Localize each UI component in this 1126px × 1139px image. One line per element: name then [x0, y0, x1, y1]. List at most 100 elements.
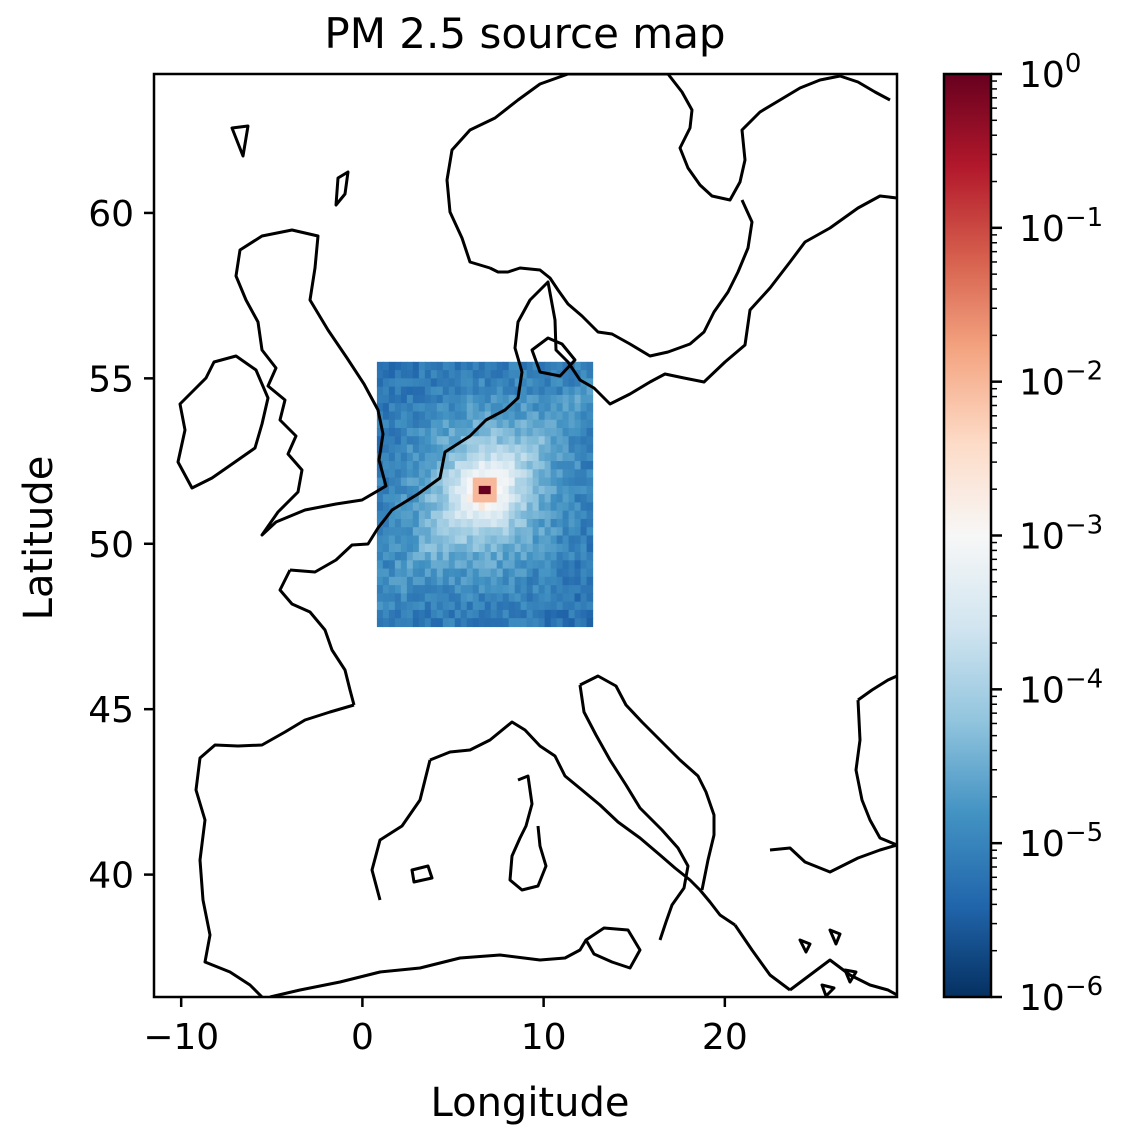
- heatmap-cell: [580, 510, 588, 520]
- heatmap-cell: [580, 469, 588, 479]
- heatmap-cell: [568, 444, 576, 454]
- heatmap-cell: [562, 518, 570, 528]
- coastline-sicily: [584, 926, 642, 970]
- heatmap-cell: [586, 419, 594, 429]
- heatmap-cell: [496, 593, 504, 603]
- heatmap-cell: [394, 593, 402, 603]
- heatmap-cell: [568, 510, 576, 520]
- heatmap-cell: [394, 419, 402, 429]
- heatmap-cell: [538, 378, 546, 388]
- heatmap-cell: [406, 419, 414, 429]
- heatmap-cell: [424, 394, 432, 404]
- heatmap-cell: [400, 370, 408, 379]
- heatmap-cell: [502, 601, 510, 611]
- heatmap-cell: [580, 411, 588, 421]
- heatmap-cell: [508, 568, 516, 578]
- heatmap-cell: [514, 510, 522, 520]
- heatmap-cell: [580, 361, 588, 371]
- heatmap-cell: [424, 585, 432, 594]
- heatmap-cell: [400, 560, 408, 570]
- heatmap-cell: [550, 609, 558, 619]
- heatmap-cell: [442, 609, 450, 619]
- heatmap-cell: [472, 543, 480, 553]
- heatmap-cell: [430, 485, 438, 495]
- heatmap-cell: [454, 618, 462, 628]
- heatmap-cell: [496, 411, 504, 421]
- heatmap-cell: [406, 461, 414, 470]
- heatmap-cell: [382, 568, 390, 578]
- heatmap-cell: [448, 403, 456, 413]
- heatmap-cell: [586, 485, 594, 495]
- heatmap-cell: [382, 378, 390, 388]
- heatmap-cell: [580, 593, 588, 603]
- colorbar-tick-label: 10−4: [1019, 664, 1103, 711]
- heatmap-cell: [478, 436, 486, 446]
- heatmap-cell: [442, 510, 450, 520]
- heatmap-cell: [568, 411, 576, 421]
- heatmap-cell: [454, 411, 462, 421]
- heatmap-cell: [538, 477, 546, 487]
- heatmap-cell: [526, 585, 534, 594]
- heatmap-cell: [550, 361, 558, 371]
- heatmap-cell: [478, 543, 486, 553]
- heatmap-cell: [550, 618, 558, 628]
- heatmap-cell: [586, 370, 594, 379]
- heatmap-cell: [550, 601, 558, 611]
- heatmap-cell: [562, 452, 570, 462]
- heatmap-cell: [526, 403, 534, 413]
- heatmap-cell: [472, 518, 480, 528]
- coastline-med-north: [429, 674, 736, 927]
- heatmap-cell: [406, 518, 414, 528]
- heatmap-cell: [442, 444, 450, 454]
- coastline-france-west: [278, 569, 356, 706]
- heatmap-cell: [376, 370, 384, 379]
- heatmap-cell: [574, 568, 582, 578]
- heatmap-cell: [520, 609, 528, 619]
- heatmap-cell: [442, 411, 450, 421]
- heatmap-cell: [586, 461, 594, 470]
- heatmap-cell: [406, 502, 414, 512]
- heatmap-cell: [556, 543, 564, 553]
- heatmap-cell: [460, 518, 468, 528]
- x-tick-label: 0: [351, 1017, 374, 1058]
- heatmap-cell: [400, 576, 408, 586]
- heatmap-cell: [562, 527, 570, 537]
- heatmap-cell: [502, 469, 510, 479]
- heatmap-cell: [586, 436, 594, 446]
- heatmap-cell: [538, 461, 546, 470]
- heatmap-cell: [508, 593, 516, 603]
- heatmap-cell: [406, 535, 414, 545]
- heatmap-cell: [388, 494, 396, 504]
- heatmap-cell: [496, 436, 504, 446]
- heatmap-cell: [442, 576, 450, 586]
- heatmap-cell: [406, 411, 414, 421]
- heatmap-cell: [400, 461, 408, 470]
- heatmap-cell: [568, 386, 576, 396]
- heatmap-cell: [394, 469, 402, 479]
- heatmap-cell: [454, 576, 462, 586]
- heatmap-cell: [400, 361, 408, 371]
- heatmap-cell: [508, 494, 516, 504]
- heatmap-cell: [586, 361, 594, 371]
- heatmap-cell: [568, 452, 576, 462]
- heatmap-cell: [412, 527, 420, 537]
- heatmap-cell: [382, 494, 390, 504]
- heatmap-cell: [574, 394, 582, 404]
- heatmap-cell: [556, 436, 564, 446]
- heatmap-cell: [490, 361, 498, 371]
- heatmap-cell: [418, 427, 426, 437]
- heatmap-cell: [520, 485, 528, 495]
- heatmap-cell: [574, 403, 582, 413]
- heatmap-cell: [430, 386, 438, 396]
- heatmap-cell: [586, 601, 594, 611]
- heatmap-cell: [496, 452, 504, 462]
- heatmap-cell: [436, 394, 444, 404]
- heatmap-cell: [382, 485, 390, 495]
- heatmap-cell: [430, 609, 438, 619]
- heatmap-cell: [406, 510, 414, 520]
- heatmap-cell: [412, 510, 420, 520]
- heatmap-cell: [514, 378, 522, 388]
- heatmap-cell: [496, 370, 504, 379]
- heatmap-cell: [418, 386, 426, 396]
- heatmap-cell: [388, 411, 396, 421]
